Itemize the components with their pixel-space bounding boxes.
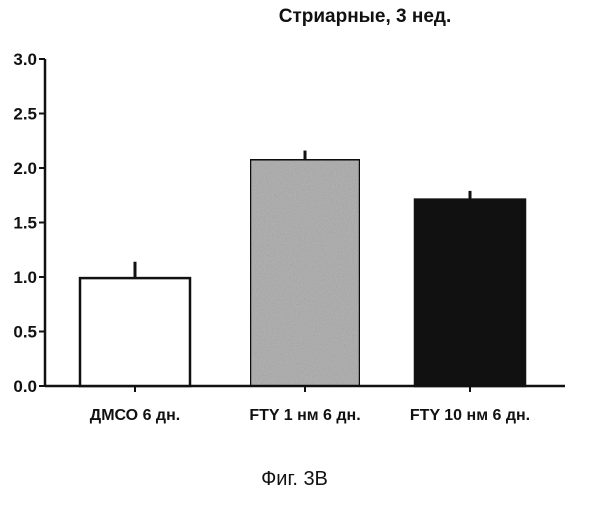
x-tick-label: ДМСО 6 дн. (90, 407, 180, 424)
category-labels: ДМСО 6 дн. FTY 1 нм 6 дн. FTY 10 нм 6 дн. (90, 407, 530, 424)
y-tick-label: 1.0 (13, 268, 37, 287)
y-tick-label: 0.5 (13, 323, 37, 342)
y-tick-label: 3.0 (13, 50, 37, 69)
y-tick-label: 2.0 (13, 159, 37, 178)
y-tick-label: 2.5 (13, 105, 37, 124)
figure-caption: Фиг. 3В (0, 468, 589, 491)
y-tick-label: 1.5 (13, 214, 37, 233)
bar-2 (250, 159, 360, 386)
bar-1 (80, 278, 190, 386)
y-tick-label: 0.0 (13, 377, 37, 396)
x-tick-label: FTY 1 нм 6 дн. (249, 407, 360, 424)
x-tick-label: FTY 10 нм 6 дн. (410, 407, 530, 424)
chart-title: Стриарные, 3 нед. (279, 6, 452, 27)
bars (80, 151, 525, 386)
bar-3 (415, 200, 525, 386)
